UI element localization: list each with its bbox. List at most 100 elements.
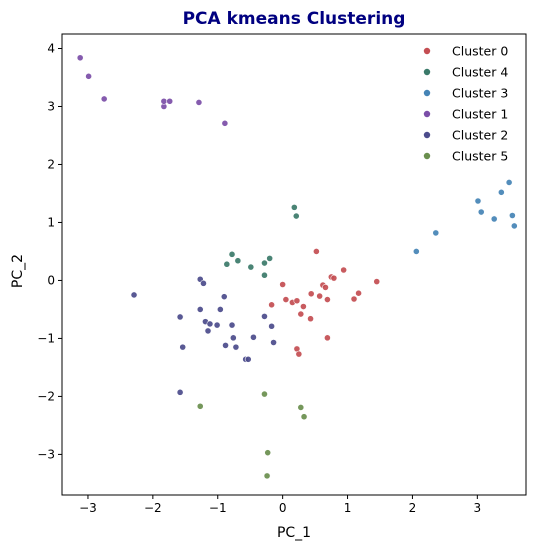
scatter-points — [76, 54, 518, 480]
cluster-2-point — [179, 343, 187, 351]
cluster-0-point — [295, 350, 303, 358]
cluster-0-point — [324, 334, 331, 342]
legend-marker-cluster-0 — [423, 47, 431, 55]
cluster-5-point — [261, 390, 268, 398]
y-tick-label: −3 — [37, 447, 55, 461]
legend: Cluster 0 Cluster 4 Cluster 3 Cluster 1 Clus… — [423, 44, 508, 164]
chart-title: PCA kmeans Clustering — [183, 9, 406, 29]
cluster-0-point — [324, 296, 331, 303]
legend-marker-cluster-4 — [423, 68, 431, 76]
cluster-0-point — [340, 266, 348, 274]
cluster-0-point — [307, 315, 314, 323]
cluster-3-point — [432, 229, 440, 237]
legend-label-cluster-2: Cluster 2 — [452, 128, 508, 143]
cluster-2-point — [270, 339, 277, 346]
legend-marker-cluster-1 — [423, 110, 431, 118]
y-axis-label: PC_2 — [10, 254, 26, 288]
cluster-4-point — [290, 203, 298, 211]
y-tick-label: 3 — [47, 99, 55, 113]
cluster-4-point — [261, 259, 268, 267]
cluster-0-point — [330, 274, 338, 282]
cluster-4-point — [292, 212, 300, 220]
cluster-4-point — [247, 263, 255, 271]
cluster-4-point — [223, 260, 231, 268]
cluster-1-point — [100, 95, 108, 103]
cluster-3-point — [510, 222, 518, 230]
x-axis-label: PC_1 — [277, 525, 311, 541]
cluster-3-point — [505, 179, 513, 186]
cluster-0-point — [307, 290, 315, 298]
cluster-2-point — [130, 291, 138, 299]
cluster-2-point — [176, 313, 184, 321]
y-tick-label: 1 — [47, 215, 55, 229]
cluster-2-point — [216, 306, 224, 313]
y-tick-label: 4 — [47, 41, 55, 55]
x-tick-label: −3 — [79, 501, 97, 515]
cluster-2-point — [229, 334, 237, 342]
axes-frame — [61, 33, 527, 496]
cluster-0-point — [282, 296, 290, 303]
y-axis-ticks: −3 −2 −1 0 1 2 3 4 — [37, 41, 62, 461]
cluster-1-point — [166, 97, 174, 105]
x-tick-label: −1 — [209, 501, 227, 515]
legend-marker-cluster-2 — [423, 131, 431, 139]
x-tick-label: 1 — [344, 501, 352, 515]
cluster-5-point — [264, 449, 272, 457]
cluster-4-point — [266, 255, 274, 262]
cluster-4-point — [228, 250, 236, 258]
legend-label-cluster-4: Cluster 4 — [452, 65, 508, 80]
cluster-0-point — [322, 284, 329, 291]
cluster-3-point — [497, 188, 505, 196]
cluster-2-point — [232, 343, 240, 351]
cluster-0-point — [350, 295, 358, 303]
x-axis-ticks: −3 −2 −1 0 1 2 3 — [79, 495, 481, 515]
x-tick-label: 3 — [474, 501, 482, 515]
cluster-5-point — [196, 402, 204, 410]
y-tick-label: −1 — [37, 331, 55, 345]
cluster-2-point — [200, 279, 207, 287]
legend-marker-cluster-3 — [423, 89, 431, 97]
cluster-2-point — [268, 322, 276, 330]
cluster-0-point — [293, 297, 301, 305]
cluster-0-point — [355, 289, 362, 297]
cluster-3-point — [490, 215, 498, 223]
cluster-1-point — [76, 54, 84, 62]
cluster-0-point — [268, 301, 276, 309]
legend-label-cluster-1: Cluster 1 — [452, 107, 508, 122]
legend-marker-cluster-5 — [423, 152, 431, 160]
x-tick-label: 2 — [409, 501, 417, 515]
cluster-2-point — [206, 320, 214, 328]
cluster-2-point — [196, 306, 204, 313]
cluster-0-point — [279, 281, 287, 288]
cluster-0-point — [300, 303, 307, 310]
cluster-2-point — [244, 355, 252, 363]
y-tick-label: 2 — [47, 157, 55, 171]
cluster-2-point — [204, 327, 212, 335]
legend-label-cluster-0: Cluster 0 — [452, 44, 508, 59]
y-tick-label: −2 — [37, 389, 55, 403]
cluster-0-point — [297, 310, 305, 318]
x-tick-label: 0 — [279, 501, 287, 515]
cluster-2-point — [176, 388, 184, 396]
cluster-0-point — [316, 292, 324, 300]
cluster-0-point — [373, 278, 381, 286]
cluster-3-point — [508, 212, 516, 219]
legend-label-cluster-5: Cluster 5 — [452, 149, 508, 164]
cluster-4-point — [261, 271, 268, 279]
cluster-2-point — [220, 293, 228, 301]
cluster-1-point — [160, 97, 168, 105]
cluster-2-point — [261, 312, 268, 320]
cluster-5-point — [297, 404, 305, 411]
cluster-1-point — [85, 72, 93, 80]
cluster-2-point — [228, 321, 236, 329]
cluster-1-point — [195, 99, 203, 106]
cluster-1-point — [221, 119, 229, 127]
cluster-5-point — [263, 472, 271, 480]
cluster-3-point — [474, 197, 482, 205]
cluster-2-point — [222, 341, 229, 349]
x-tick-label: −2 — [144, 501, 162, 515]
cluster-2-point — [213, 321, 221, 329]
y-tick-label: 0 — [47, 273, 55, 287]
cluster-3-point — [412, 248, 420, 255]
